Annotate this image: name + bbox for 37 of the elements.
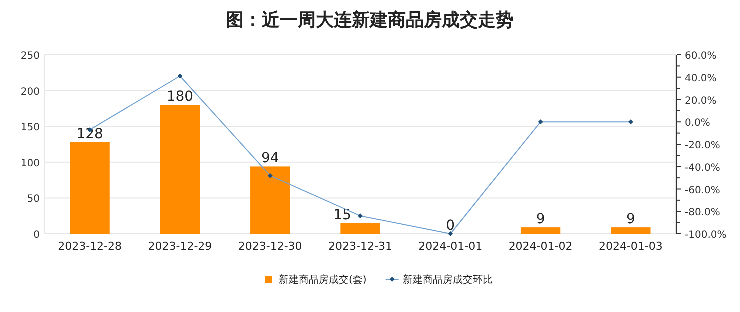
bar <box>611 228 651 234</box>
bar <box>340 223 380 234</box>
y2-tick-label: -40.0% <box>685 162 720 174</box>
y-tick-label: 150 <box>20 122 40 134</box>
y-tick-label: 0 <box>34 230 40 241</box>
data-label: 15 <box>334 207 352 224</box>
x-tick-label: 2023-12-28 <box>58 240 122 253</box>
y2-tick-label: -80.0% <box>685 208 720 219</box>
x-tick-label: 2023-12-29 <box>148 240 212 253</box>
chart-title: 图：近一周大连新建商品房成交走势 <box>226 10 514 31</box>
y2-tick-label: 0.0% <box>685 118 710 130</box>
y2-tick-label: 40.0% <box>685 73 717 84</box>
x-tick-label: 2024-01-03 <box>598 240 663 253</box>
y2-tick-label: -20.0% <box>685 140 720 152</box>
y-tick-label: 200 <box>20 86 40 98</box>
data-label: 0 <box>446 218 456 234</box>
y-tick-label: 250 <box>20 51 40 62</box>
data-label: 180 <box>166 89 194 106</box>
x-tick-label: 2024-01-01 <box>418 240 483 253</box>
legend-label: 新建商品房成交(套) <box>279 274 367 286</box>
x-tick-label: 2023-12-30 <box>238 240 302 253</box>
data-label: 94 <box>261 150 280 167</box>
y-tick-label: 100 <box>20 158 40 170</box>
bar <box>520 228 561 234</box>
y2-tick-label: 60.0% <box>685 51 717 62</box>
data-label: 9 <box>626 212 636 228</box>
legend-label: 新建商品房成交环比 <box>402 274 493 286</box>
bar <box>70 142 110 234</box>
y2-tick-label: 20.0% <box>685 96 717 107</box>
y2-tick-label: -100.0% <box>685 230 727 241</box>
x-tick-label: 2024-01-02 <box>508 240 573 253</box>
bar <box>250 166 290 234</box>
bar <box>160 105 200 234</box>
x-tick-label: 2023-12-31 <box>328 240 392 253</box>
data-label: 9 <box>536 212 546 228</box>
y2-tick-label: -60.0% <box>685 185 720 196</box>
y-tick-label: 50 <box>27 194 40 206</box>
